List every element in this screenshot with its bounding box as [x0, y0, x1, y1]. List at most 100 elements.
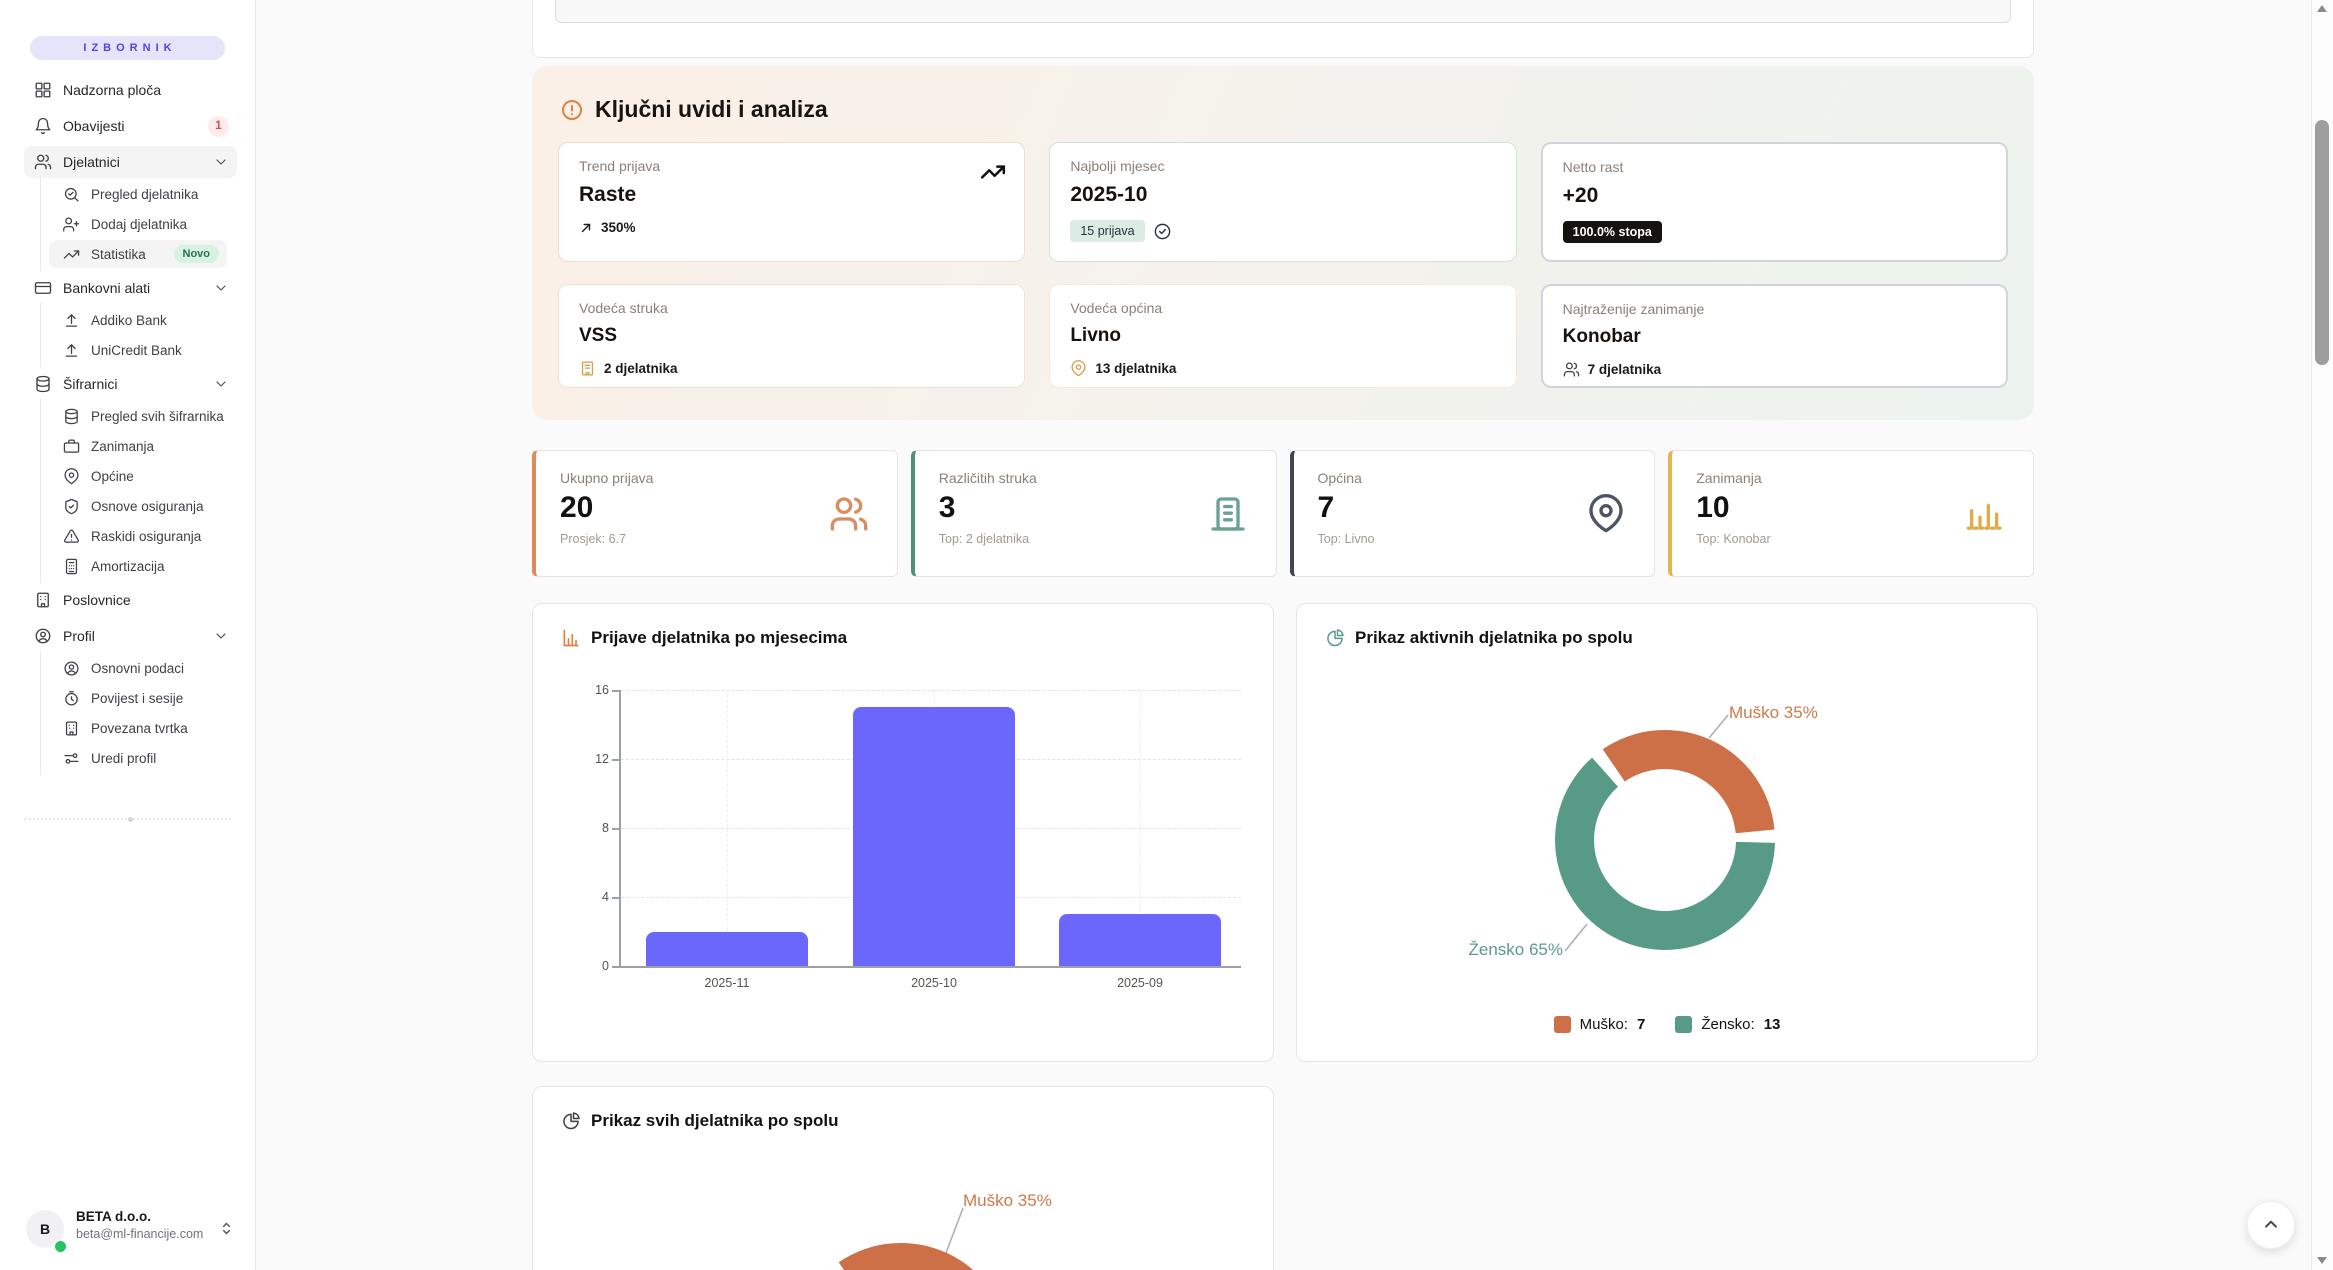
map-pin-icon — [1586, 493, 1626, 534]
rate-badge: 100.0% stopa — [1562, 221, 1662, 243]
sidebar-item-osnove-osiguranja[interactable]: Osnove osiguranja — [40, 489, 227, 523]
sidebar-item-label: Djelatnici — [63, 154, 120, 170]
sidebar-item-profil[interactable]: Profil — [24, 620, 237, 652]
sidebar-item-bankovni-alati[interactable]: Bankovni alati — [24, 272, 237, 304]
y-axis-tick: 8 — [602, 821, 609, 835]
sidebar-item-opcine[interactable]: Općine — [40, 459, 227, 493]
donut-slice-musko[interactable] — [838, 1242, 1011, 1270]
bar-2025-11[interactable] — [646, 931, 808, 966]
legend-item-female[interactable]: Žensko: 13 — [1675, 1016, 1780, 1033]
x-axis-label: 2025-10 — [911, 976, 957, 990]
online-status-dot — [53, 1239, 68, 1254]
card-count: 13 djelatnika — [1095, 361, 1177, 376]
user-plus-icon — [63, 216, 80, 233]
user-circle-icon — [34, 627, 52, 645]
pie-chart-icon — [561, 1111, 581, 1131]
sidebar-item-statistika[interactable]: Statistika Novo — [40, 237, 227, 271]
legend-item-male[interactable]: Muško: 7 — [1553, 1016, 1646, 1033]
stat-sub: Prosjek: 6.7 — [560, 532, 627, 546]
bar-chart-card: Prijave djelatnika po mjesecima 16 12 8 … — [532, 603, 1274, 1062]
chevrons-up-down-icon[interactable] — [218, 1220, 235, 1237]
sidebar-item-amortizacija[interactable]: Amortizacija — [40, 549, 227, 583]
bar-chart-icon — [1965, 494, 2005, 534]
sidebar-item-uredi-profil[interactable]: Uredi profil — [40, 741, 227, 775]
sidebar-item-raskidi-osiguranja[interactable]: Raskidi osiguranja — [40, 519, 227, 553]
legend-value: 13 — [1763, 1016, 1781, 1033]
active-gender-chart-card: Prikaz aktivnih djelatnika po spolu Mušk… — [1296, 603, 2038, 1062]
scroll-to-top-button[interactable] — [2247, 1201, 2295, 1249]
sidebar-item-label: Šifrarnici — [63, 376, 118, 392]
sidebar-item-pregled-djelatnika[interactable]: Pregled djelatnika — [40, 177, 227, 211]
legend-value: 7 — [1636, 1016, 1646, 1033]
legend-label: Muško: — [1579, 1016, 1628, 1033]
donut-slice-zensko[interactable] — [1555, 757, 1775, 950]
scrollbar-up-arrow[interactable] — [2317, 5, 2327, 12]
card-sub: 350% — [579, 220, 1004, 235]
y-axis-tick: 16 — [595, 683, 609, 697]
grid-icon — [34, 81, 52, 99]
sidebar-item-label: Povezana tvrtka — [91, 720, 188, 736]
card-label: Vodeća općina — [1070, 300, 1163, 316]
sidebar-item-pregled-svih-sifrarnika[interactable]: Pregled svih šifrarnika — [40, 399, 227, 433]
donut-chart[interactable] — [533, 1087, 1273, 1270]
insights-grid: Trend prijava Raste 350% Najbolji mjesec… — [558, 142, 2008, 388]
bar-chart-icon — [561, 628, 581, 648]
card-sub: 15 prijava — [1070, 220, 1495, 242]
stat-sub: Top: Konobar — [1696, 532, 1771, 546]
sidebar-item-osnovni-podaci[interactable]: Osnovni podaci — [40, 651, 227, 685]
sidebar-item-unicredit-bank[interactable]: UniCredit Bank — [40, 333, 227, 367]
sidebar-item-label: Dodaj djelatnika — [91, 216, 188, 232]
scrollbar[interactable] — [2311, 0, 2333, 1270]
x-axis-label: 2025-09 — [1117, 976, 1163, 990]
sidebar-item-label: Općine — [91, 468, 134, 484]
sidebar-item-obavijesti[interactable]: Obavijesti 1 — [24, 110, 237, 142]
card-label: Trend prijava — [579, 158, 661, 174]
insight-card-top-occupation: Najtraženije zanimanje Konobar 7 djelatn… — [1540, 284, 2008, 388]
donut-chart-title: Prikaz aktivnih djelatnika po spolu — [1355, 628, 1633, 647]
y-axis-tick: 0 — [602, 959, 609, 973]
sidebar-item-label: Statistika — [91, 246, 146, 262]
trending-up-icon — [980, 159, 1006, 185]
sidebar-item-djelatnici[interactable]: Djelatnici — [24, 146, 237, 178]
card-count: 2 djelatnika — [604, 361, 678, 376]
sidebar-item-label: Profil — [63, 628, 95, 644]
sidebar-item-label: Pregled djelatnika — [91, 186, 199, 202]
sidebar-item-dodaj-djelatnika[interactable]: Dodaj djelatnika — [40, 207, 227, 241]
database-icon — [63, 408, 80, 425]
stat-value: 10 — [1696, 491, 1730, 524]
sidebar-item-sifrarnici[interactable]: Šifrarnici — [24, 368, 237, 400]
sidebar-item-addiko-bank[interactable]: Addiko Bank — [40, 303, 227, 337]
main-content: Ključni uvidi i analiza Trend prijava Ra… — [256, 0, 2333, 1270]
sidebar-item-label: Osnove osiguranja — [91, 498, 204, 514]
sidebar-item-zanimanja[interactable]: Zanimanja — [40, 429, 227, 463]
sidebar-item-label: Zanimanja — [91, 438, 155, 454]
users-icon — [829, 494, 869, 534]
building-icon — [63, 720, 80, 737]
stat-sub: Top: Livno — [1317, 532, 1375, 546]
scrollbar-thumb[interactable] — [2315, 120, 2329, 365]
legend-swatch-female — [1675, 1016, 1693, 1033]
scrollbar-down-arrow[interactable] — [2317, 1257, 2327, 1264]
donut-slice-musko[interactable] — [1602, 729, 1775, 834]
user-circle-icon — [63, 660, 80, 677]
stat-card-total: Ukupno prijava 20 Prosjek: 6.7 — [532, 450, 898, 577]
bar-2025-10[interactable] — [853, 707, 1015, 966]
alert-triangle-icon — [63, 528, 80, 545]
sidebar-item-nadzorna-ploca[interactable]: Nadzorna ploča — [24, 74, 237, 106]
sidebar-item-poslovnice[interactable]: Poslovnice — [24, 584, 237, 616]
donut-chart[interactable] — [1297, 604, 2037, 1064]
card-value: 2025-10 — [1070, 183, 1148, 206]
sidebar-item-povezana-tvrtka[interactable]: Povezana tvrtka — [40, 711, 227, 745]
bar-2025-09[interactable] — [1059, 914, 1221, 966]
card-count: 7 djelatnika — [1587, 362, 1662, 377]
y-axis-tick: 12 — [595, 752, 609, 766]
card-sub: 7 djelatnika — [1563, 361, 1986, 378]
sliders-icon — [63, 750, 80, 767]
user-menu[interactable]: B BETA d.o.o. beta@ml-financije.com — [0, 1200, 255, 1262]
sidebar-item-label: Povijest i sesije — [91, 690, 184, 706]
sidebar-item-povijest-i-sesije[interactable]: Povijest i sesije — [40, 681, 227, 715]
stat-card-municipalities: Općina 7 Top: Livno — [1289, 450, 1656, 577]
alert-circle-icon — [560, 98, 584, 122]
bell-icon — [34, 117, 52, 135]
insight-card-net-growth: Netto rast +20 100.0% stopa — [1540, 142, 2008, 262]
